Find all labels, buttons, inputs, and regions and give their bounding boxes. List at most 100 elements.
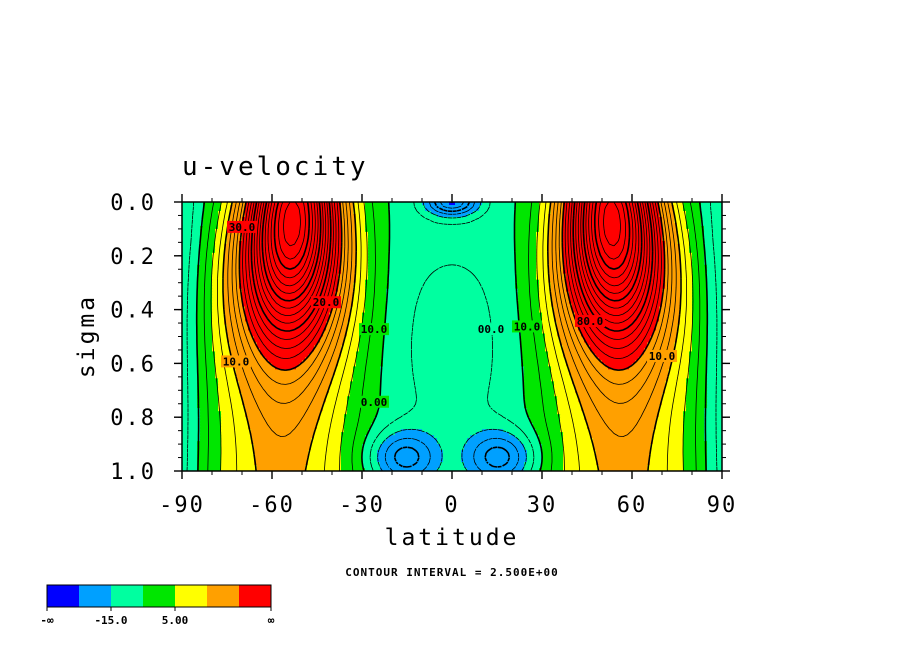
contour-cell — [515, 202, 519, 206]
contour-cell — [437, 216, 441, 221]
contour-cell — [473, 207, 477, 212]
contour-cell — [464, 207, 468, 212]
contour-cell — [185, 204, 189, 209]
contour-cell — [347, 216, 351, 221]
contour-cell — [494, 204, 498, 209]
contour-cell — [203, 207, 207, 212]
contour-cell — [215, 202, 219, 206]
contour-cell — [344, 204, 348, 209]
contour-cell — [719, 204, 722, 209]
contour-cell — [263, 216, 267, 221]
contour-cell — [245, 202, 249, 206]
contour-cell — [299, 202, 303, 206]
contour-cell — [509, 204, 513, 209]
contour-cell — [314, 216, 318, 221]
contour-cell — [413, 210, 417, 215]
contour-cell — [221, 216, 225, 221]
contour-cell — [350, 207, 354, 212]
contour-cell — [296, 207, 300, 212]
contour-cell — [566, 207, 570, 212]
contour-cell — [524, 207, 528, 212]
contour-cell — [251, 213, 255, 218]
contour-cell — [398, 210, 402, 215]
contour-cell — [542, 207, 546, 212]
contour-cell — [293, 216, 297, 221]
contour-cell — [386, 210, 390, 215]
contour-cell — [620, 204, 624, 209]
contour-cell — [635, 207, 639, 212]
contour-cell — [449, 210, 453, 215]
contour-cell — [335, 210, 339, 215]
contour-cell — [668, 207, 672, 212]
contour-cell — [245, 207, 249, 212]
contour-cell — [188, 207, 192, 212]
contour-cell — [494, 216, 498, 221]
contour-cell — [533, 210, 537, 215]
contour-cell — [545, 207, 549, 212]
contour-cell — [617, 216, 621, 221]
contour-cell — [560, 216, 564, 221]
contour-cell — [410, 207, 414, 212]
contour-cell — [551, 204, 555, 209]
contour-cell — [191, 202, 195, 206]
contour-cell — [386, 204, 390, 209]
contour-cell — [236, 202, 240, 206]
contour-cell — [677, 213, 681, 218]
contour-cell — [545, 213, 549, 218]
contour-cell — [554, 210, 558, 215]
contour-cell — [182, 207, 186, 212]
contour-cell — [536, 210, 540, 215]
contour-cell — [212, 213, 216, 218]
contour-cell — [248, 202, 252, 206]
contour-cell — [590, 204, 594, 209]
contour-cell — [614, 216, 618, 221]
contour-cell — [485, 210, 489, 215]
contour-cell — [341, 213, 345, 218]
contour-cell — [212, 207, 216, 212]
contour-cell — [362, 207, 366, 212]
contour-cell — [329, 207, 333, 212]
contour-cell — [395, 213, 399, 218]
contour-cell — [374, 210, 378, 215]
contour-cell — [551, 210, 555, 215]
contour-cell — [266, 204, 270, 209]
contour-cell — [674, 202, 678, 206]
contour-cell — [347, 210, 351, 215]
contour-cell — [527, 213, 531, 218]
contour-cell — [431, 207, 435, 212]
contour-cell — [677, 204, 681, 209]
contour-cell — [371, 210, 375, 215]
contour-cell — [449, 207, 453, 212]
contour-cell — [512, 204, 516, 209]
contour-cell — [617, 213, 621, 218]
contour-cell — [404, 216, 408, 221]
contour-cell — [659, 210, 663, 215]
contour-cell — [473, 210, 477, 215]
contour-cell — [299, 207, 303, 212]
contour-cell — [641, 204, 645, 209]
contour-cell — [644, 213, 648, 218]
contour-cell — [215, 216, 219, 221]
contour-cell — [227, 210, 231, 215]
contour-cell — [518, 207, 522, 212]
contour-cell — [563, 204, 567, 209]
contour-cell — [347, 213, 351, 218]
contour-cell — [506, 202, 510, 206]
contour-cell — [350, 210, 354, 215]
contour-cell — [512, 207, 516, 212]
contour-cell — [632, 213, 636, 218]
contour-cell — [401, 202, 405, 206]
contour-cell — [497, 216, 501, 221]
contour-cell — [272, 202, 276, 206]
contour-cell — [206, 204, 210, 209]
contour-cell — [395, 216, 399, 221]
contour-cell — [341, 207, 345, 212]
contour-cell — [353, 202, 357, 206]
contour-cell — [503, 204, 507, 209]
contour-cell — [182, 202, 186, 206]
contour-cell — [467, 216, 471, 221]
contour-cell — [557, 202, 561, 206]
contour-cell — [380, 207, 384, 212]
contour-cell — [704, 213, 708, 218]
contour-cell — [251, 204, 255, 209]
